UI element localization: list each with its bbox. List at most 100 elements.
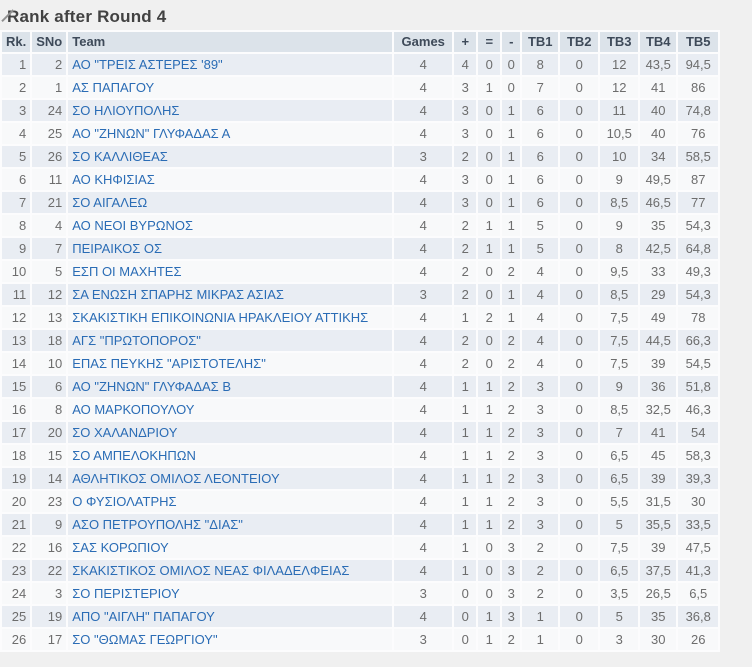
rk-cell: 18: [2, 445, 31, 466]
sno-cell: 1: [32, 77, 67, 98]
tb3-cell: 9: [600, 215, 639, 236]
draws-cell: 2: [478, 307, 501, 328]
header-row: Rk. SNo Team Games + = - TB1 TB2 TB3 TB4 TB5: [2, 32, 719, 52]
tb1-cell: 3: [522, 399, 559, 420]
team-link[interactable]: ΑΟ ΝΕΟΙ ΒΥΡΩΝΟΣ: [72, 218, 194, 233]
team-link[interactable]: ΣΑΣ ΚΟΡΩΠΙΟΥ: [72, 540, 169, 555]
team-link[interactable]: ΑΟ "ΖΗΝΩΝ" ΓΛΥΦΑΔΑΣ Β: [72, 379, 231, 394]
team-link[interactable]: ΑΘΛΗΤΙΚΟΣ ΟΜΙΛΟΣ ΛΕΟΝΤΕΙΟΥ: [72, 471, 280, 486]
team-link[interactable]: ΣΟ ΗΛΙΟΥΠΟΛΗΣ: [72, 103, 180, 118]
tb4-cell: 33: [640, 261, 677, 282]
wins-cell: 0: [454, 606, 477, 627]
rk-cell: 16: [2, 399, 31, 420]
table-row: 22 16 ΣΑΣ ΚΟΡΩΠΙΟΥ 4 1 0 3 2 0 7,5 39 47,5: [2, 537, 719, 558]
losses-cell: 2: [502, 422, 521, 443]
table-row: 19 14 ΑΘΛΗΤΙΚΟΣ ΟΜΙΛΟΣ ΛΕΟΝΤΕΙΟΥ 4 1 1 2 3 0 6,5 3…: [2, 468, 719, 489]
tb2-cell: 0: [560, 468, 599, 489]
games-cell: 4: [394, 77, 453, 98]
team-cell: ΑΟ "ΖΗΝΩΝ" ΓΛΥΦΑΔΑΣ Α: [68, 123, 393, 144]
tb1-cell: 6: [522, 123, 559, 144]
team-cell: ΣΑΣ ΚΟΡΩΠΙΟΥ: [68, 537, 393, 558]
team-link[interactable]: ΕΣΠ ΟΙ ΜΑΧΗΤΕΣ: [72, 264, 182, 279]
rk-cell: 26: [2, 629, 31, 650]
team-cell: ΑΟ ΝΕΟΙ ΒΥΡΩΝΟΣ: [68, 215, 393, 236]
team-cell: ΑΟ ΚΗΦΙΣΙΑΣ: [68, 169, 393, 190]
tb5-cell: 46,3: [678, 399, 719, 420]
tb3-cell: 9: [600, 169, 639, 190]
team-link[interactable]: ΠΕΙΡΑΙΚΟΣ ΟΣ: [72, 241, 163, 256]
tb3-cell: 5: [600, 514, 639, 535]
draws-cell: 0: [478, 537, 501, 558]
tb3-cell: 10,5: [600, 123, 639, 144]
team-link[interactable]: ΣΟ "ΘΩΜΑΣ ΓΕΩΡΓΙΟΥ": [72, 632, 218, 647]
team-link[interactable]: ΑΓΣ "ΠΡΩΤΟΠΟΡΟΣ": [72, 333, 201, 348]
losses-cell: 2: [502, 468, 521, 489]
rk-cell: 9: [2, 238, 31, 259]
team-link[interactable]: Ο ΦΥΣΙΟΛΑΤΡΗΣ: [72, 494, 177, 509]
tb3-cell: 12: [600, 77, 639, 98]
tb4-cell: 26,5: [640, 583, 677, 604]
sno-cell: 10: [32, 353, 67, 374]
tb3-cell: 5: [600, 606, 639, 627]
rk-cell: 13: [2, 330, 31, 351]
team-cell: ΑΟ "ΖΗΝΩΝ" ΓΛΥΦΑΔΑΣ Β: [68, 376, 393, 397]
tb2-cell: 0: [560, 445, 599, 466]
team-link[interactable]: ΣΟ ΑΜΠΕΛΟΚΗΠΩΝ: [72, 448, 196, 463]
team-link[interactable]: ΑΟ "ΤΡΕΙΣ ΑΣΤΕΡΕΣ '89": [72, 57, 223, 72]
wins-cell: 2: [454, 330, 477, 351]
losses-cell: 2: [502, 491, 521, 512]
tb5-cell: 58,3: [678, 445, 719, 466]
team-link[interactable]: ΑΟ ΚΗΦΙΣΙΑΣ: [72, 172, 155, 187]
draws-cell: 0: [478, 169, 501, 190]
tb4-cell: 39: [640, 353, 677, 374]
rk-cell: 14: [2, 353, 31, 374]
games-cell: 4: [394, 468, 453, 489]
rk-cell: 2: [2, 77, 31, 98]
team-link[interactable]: ΣΟ ΚΑΛΛΙΘΕΑΣ: [72, 149, 168, 164]
team-link[interactable]: ΑΟ "ΖΗΝΩΝ" ΓΛΥΦΑΔΑΣ Α: [72, 126, 231, 141]
draws-cell: 1: [478, 606, 501, 627]
wins-cell: 1: [454, 491, 477, 512]
games-cell: 3: [394, 629, 453, 650]
sno-cell: 5: [32, 261, 67, 282]
team-link[interactable]: ΑΣΟ ΠΕΤΡΟΥΠΟΛΗΣ "ΔΙΑΣ": [72, 517, 243, 532]
tb4-cell: 32,5: [640, 399, 677, 420]
team-link[interactable]: ΣΟ ΧΑΛΑΝΔΡΙΟΥ: [72, 425, 178, 440]
draws-cell: 1: [478, 77, 501, 98]
team-link[interactable]: ΣΚΑΚΙΣΤΙΚΟΣ ΟΜΙΛΟΣ ΝΕΑΣ ΦΙΛΑΔΕΛΦΕΙΑΣ: [72, 563, 350, 578]
games-cell: 4: [394, 261, 453, 282]
tb1-cell: 3: [522, 445, 559, 466]
games-cell: 4: [394, 537, 453, 558]
tb1-cell: 4: [522, 284, 559, 305]
draws-cell: 1: [478, 422, 501, 443]
team-link[interactable]: ΣΑ ΕΝΩΣΗ ΣΠΑΡΗΣ ΜΙΚΡΑΣ ΑΣΙΑΣ: [72, 287, 284, 302]
tb3-cell: 3,5: [600, 583, 639, 604]
draws-cell: 0: [478, 261, 501, 282]
team-link[interactable]: ΣΟ ΠΕΡΙΣΤΕΡΙΟΥ: [72, 586, 180, 601]
tb5-cell: 41,3: [678, 560, 719, 581]
tb2-cell: 0: [560, 422, 599, 443]
sno-cell: 7: [32, 238, 67, 259]
tb4-cell: 46,5: [640, 192, 677, 213]
rank-table-body: 1 2 ΑΟ "ΤΡΕΙΣ ΑΣΤΕΡΕΣ '89" 4 4 0 0 8 0 12 43,5 94,5…: [2, 54, 719, 650]
team-link[interactable]: ΣΟ ΑΙΓΑΛΕΩ: [72, 195, 148, 210]
team-link[interactable]: ΣΚΑΚΙΣΤΙΚΗ ΕΠΙΚΟΙΝΩΝΙΑ ΗΡΑΚΛΕΙΟΥ ΑΤΤΙΚΗΣ: [72, 310, 369, 325]
team-cell: ΣΟ ΑΜΠΕΛΟΚΗΠΩΝ: [68, 445, 393, 466]
tb1-cell: 6: [522, 146, 559, 167]
team-link[interactable]: ΕΠΑΣ ΠΕΥΚΗΣ "ΑΡΙΣΤΟΤΕΛΗΣ": [72, 356, 266, 371]
games-cell: 4: [394, 215, 453, 236]
team-cell: ΑΠΟ "ΑΙΓΛΗ" ΠΑΠΑΓΟΥ: [68, 606, 393, 627]
wins-cell: 4: [454, 54, 477, 75]
losses-cell: 2: [502, 376, 521, 397]
team-link[interactable]: ΑΠΟ "ΑΙΓΛΗ" ΠΑΠΑΓΟΥ: [72, 609, 215, 624]
sno-cell: 14: [32, 468, 67, 489]
team-link[interactable]: ΑΟ ΜΑΡΚΟΠΟΥΛΟΥ: [72, 402, 195, 417]
wins-cell: 2: [454, 284, 477, 305]
losses-cell: 2: [502, 514, 521, 535]
tb2-cell: 0: [560, 537, 599, 558]
games-cell: 4: [394, 330, 453, 351]
tb4-cell: 40: [640, 100, 677, 121]
tb3-cell: 6,5: [600, 445, 639, 466]
team-link[interactable]: ΑΣ ΠΑΠΑΓΟΥ: [72, 80, 155, 95]
draws-cell: 0: [478, 560, 501, 581]
